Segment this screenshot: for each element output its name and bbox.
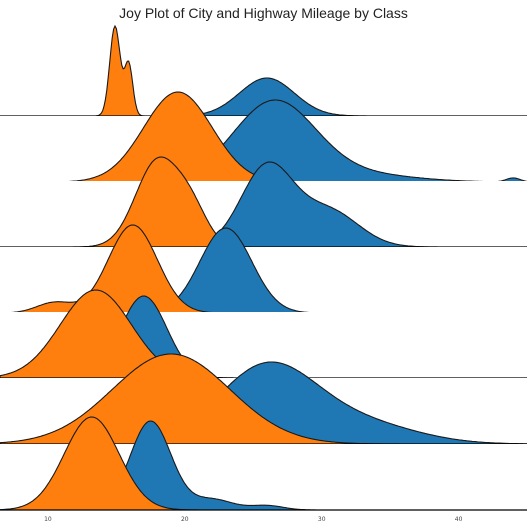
x-tick-label: 10 [44,516,52,523]
x-tick-label: 40 [455,516,463,523]
x-axis-ticks: 10 20 30 40 [44,516,463,523]
x-tick-label: 20 [181,516,189,523]
ridge-4 [0,224,527,314]
ridge-7 [0,416,527,511]
x-tick-label: 30 [318,516,326,523]
chart-title: Joy Plot of City and Highway Mileage by … [119,5,408,21]
ridge-3 [0,156,527,248]
ridge-1 [0,24,527,117]
